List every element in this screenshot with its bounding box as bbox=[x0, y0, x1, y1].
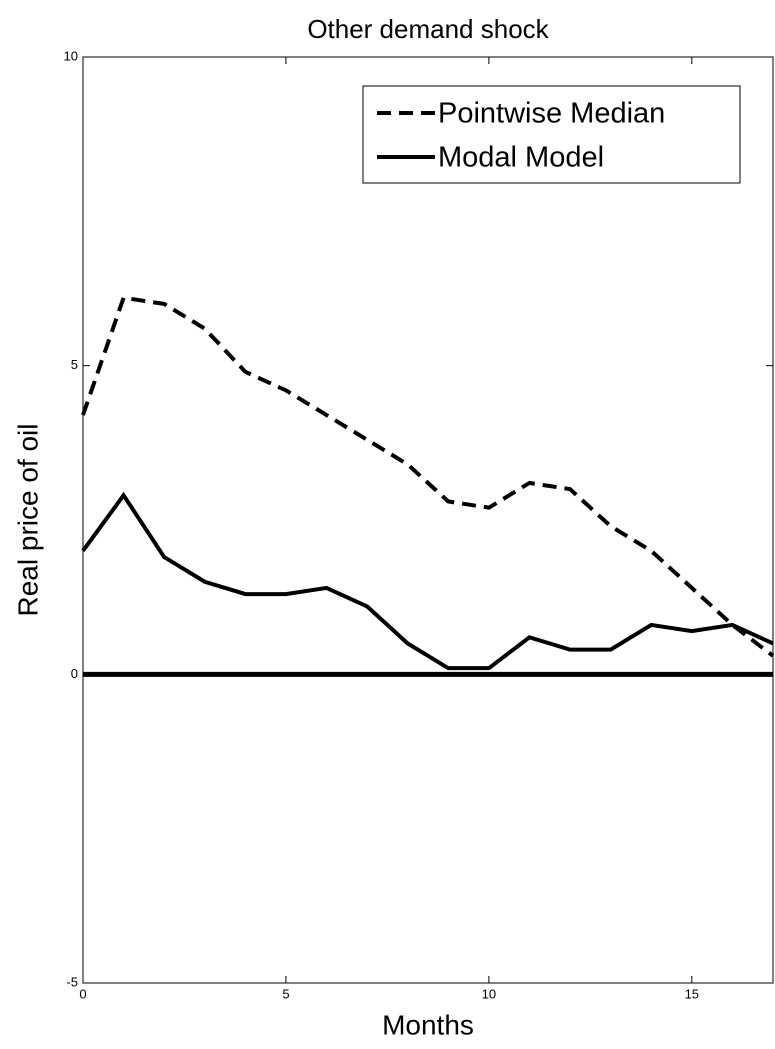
x-axis-label: Months bbox=[382, 1009, 474, 1040]
legend-label: Pointwise Median bbox=[438, 98, 665, 130]
y-tick-label: 0 bbox=[71, 666, 78, 681]
series-line bbox=[81, 295, 775, 658]
x-tick-label: 0 bbox=[79, 986, 86, 1001]
y-axis-label: Real price of oil bbox=[12, 424, 43, 617]
x-tick-label: 5 bbox=[282, 986, 289, 1001]
y-tick-label: 10 bbox=[64, 48, 78, 63]
legend-label: Modal Model bbox=[438, 142, 604, 174]
y-tick-label: 5 bbox=[71, 357, 78, 372]
x-tick-label: 15 bbox=[685, 986, 699, 1001]
legend-box bbox=[362, 85, 741, 184]
x-tick-label: 10 bbox=[482, 986, 496, 1001]
chart-title: Other demand shock bbox=[307, 14, 549, 44]
plot-frame bbox=[82, 56, 774, 984]
series-line bbox=[81, 491, 774, 671]
y-tick-label: -5 bbox=[66, 974, 78, 989]
